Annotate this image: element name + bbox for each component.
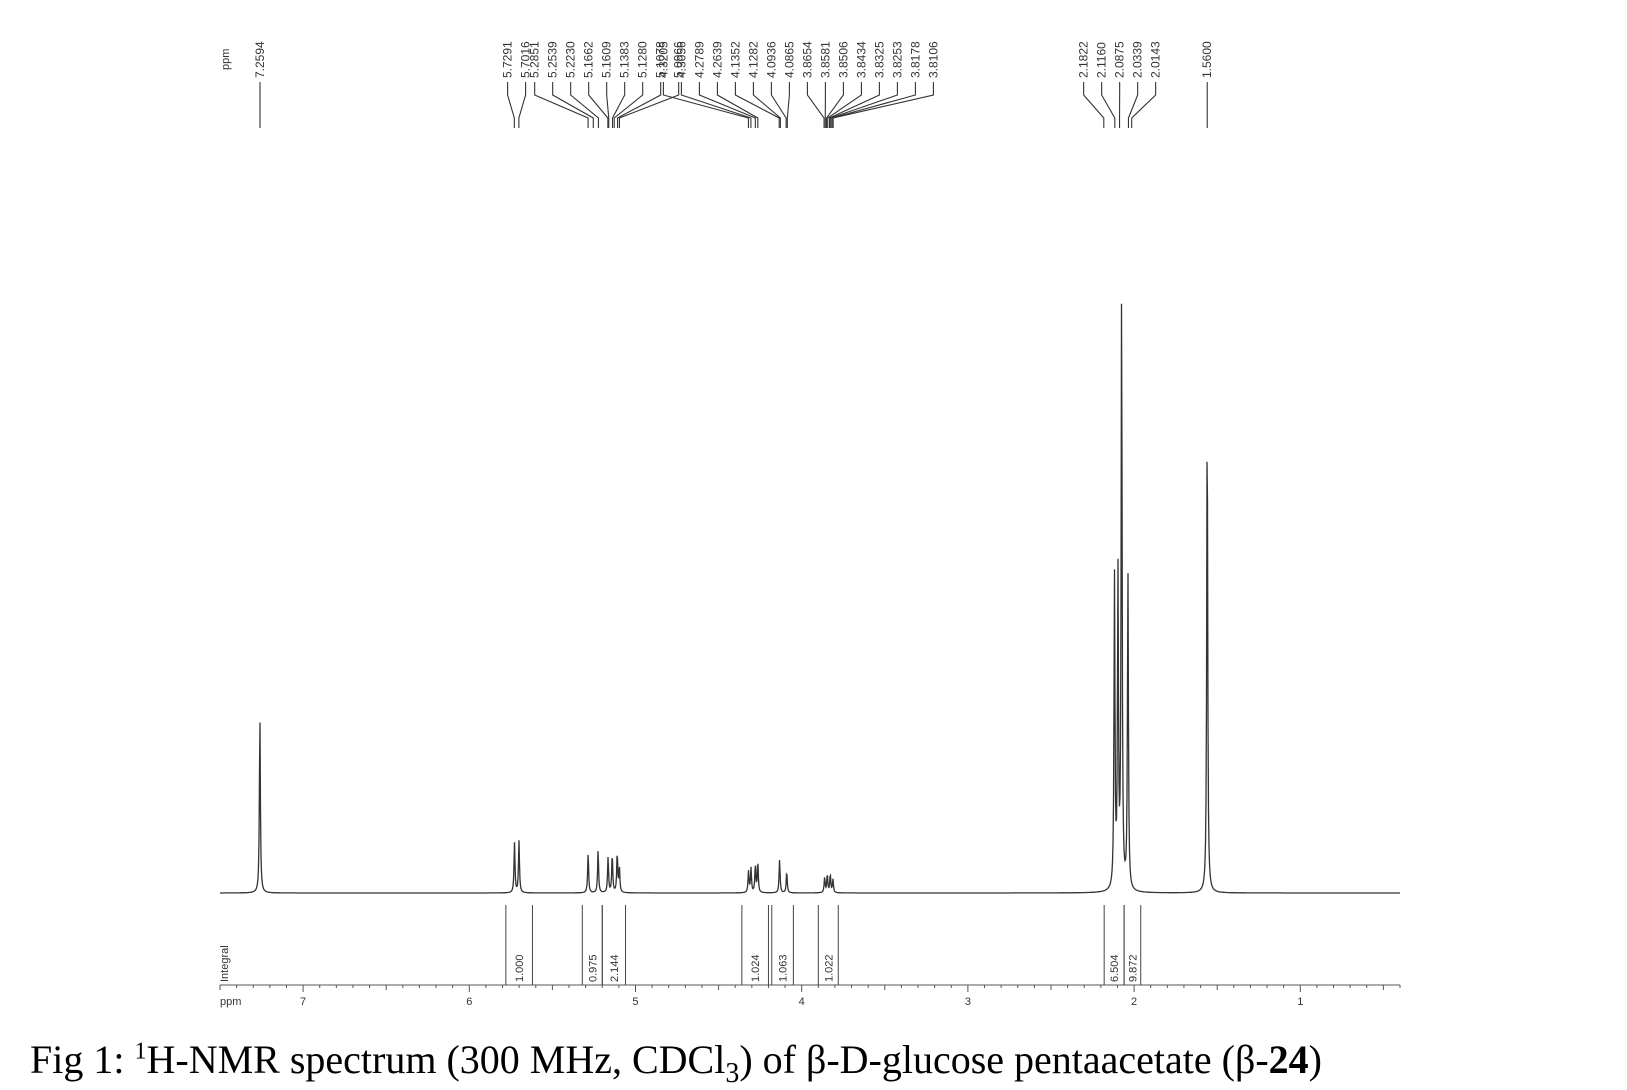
peak-label-connector: [507, 82, 515, 128]
peak-label-connector: [534, 82, 589, 128]
peak-label-connector: [1083, 82, 1105, 128]
peak-label: 5.1609: [600, 41, 614, 78]
caption-suffix: ): [1308, 1037, 1322, 1082]
peak-label-connector: [830, 82, 898, 128]
peak-label: 5.7016: [519, 41, 533, 78]
peak-label-connector: [770, 82, 787, 128]
top-axis-unit-label: ppm: [220, 49, 232, 70]
peak-label: 2.0875: [1113, 41, 1127, 78]
caption-middle: ) of β-D-glucose pentaacetate (β-: [739, 1037, 1269, 1082]
peak-label: 4.0865: [782, 41, 796, 78]
peak-label: 4.1282: [746, 41, 760, 78]
peak-label-connector: [662, 82, 749, 128]
x-axis-label: ppm: [220, 996, 241, 1008]
peak-label-connector: [734, 82, 780, 128]
caption-main: H-NMR spectrum (300 MHz, CDCl: [146, 1037, 726, 1082]
peak-label-connector: [698, 82, 756, 128]
peak-label-connector: [570, 82, 599, 128]
peak-label-connector: [617, 82, 662, 128]
peak-label-connector: [1101, 82, 1116, 128]
spectrum-trace: [220, 303, 1400, 894]
integral-value-label: 1.022: [823, 954, 835, 982]
peak-label: 4.3205: [656, 41, 670, 78]
peak-label: 5.2851: [528, 41, 542, 78]
peak-label-connector: [588, 82, 609, 128]
peak-label: 3.8654: [800, 41, 814, 78]
x-axis-tick-label: 5: [632, 996, 638, 1008]
caption-compound-number: 24: [1268, 1037, 1309, 1082]
peak-label-connector: [832, 82, 934, 128]
peak-label-connector: [613, 82, 644, 128]
peak-label-connector: [806, 82, 825, 128]
peak-label: 3.8253: [890, 41, 904, 78]
peak-label: 2.1822: [1077, 41, 1091, 78]
peak-label-connector: [606, 82, 610, 128]
peak-label: 5.1662: [582, 41, 596, 78]
peak-label: 5.2230: [564, 41, 578, 78]
figure-caption: Fig 1: 1H-NMR spectrum (300 MHz, CDCl3) …: [30, 1037, 1322, 1088]
peak-label: 4.2789: [692, 41, 706, 78]
peak-label-connector: [618, 82, 680, 128]
peak-label-connector: [1131, 82, 1157, 128]
peak-label-connector: [831, 82, 916, 128]
peak-label: 3.8506: [836, 41, 850, 78]
peak-label-connector: [716, 82, 759, 128]
peak-label-connector: [786, 82, 790, 128]
peak-label-connector: [752, 82, 781, 128]
x-axis-tick-label: 6: [466, 996, 472, 1008]
integral-value-label: 0.975: [587, 954, 599, 982]
peak-label-connector: [552, 82, 594, 128]
x-axis-tick-label: 3: [965, 996, 971, 1008]
peak-label-connector: [518, 82, 527, 128]
peak-label: 3.8106: [926, 41, 940, 78]
peak-label: 5.1078: [654, 41, 668, 78]
peak-label: 5.1383: [618, 41, 632, 78]
x-axis-tick-label: 1: [1297, 996, 1303, 1008]
peak-label: 2.1160: [1095, 42, 1109, 78]
peak-label-connector: [825, 82, 844, 128]
integral-value-label: 6.504: [1109, 954, 1121, 982]
integral-regions: 1.000 0.975 2.144 1.024 1.063 1.022 6.504 9.872: [220, 905, 1400, 986]
x-axis-tick-label: 2: [1131, 996, 1137, 1008]
integral-value-label: 1.000: [514, 954, 526, 982]
peak-label: 4.0936: [764, 41, 778, 78]
peak-label: 4.3056: [674, 41, 688, 78]
integral-value-label: 1.024: [750, 954, 762, 982]
x-axis-tick-label: 7: [300, 996, 306, 1008]
peak-label: 7.2594: [253, 41, 267, 78]
integral-axis-label: Integral: [219, 945, 231, 982]
peak-label-connector: [611, 82, 626, 128]
caption-subscript: 3: [725, 1058, 740, 1089]
peak-label-connector: [1127, 82, 1139, 128]
peak-label: 2.0143: [1149, 41, 1163, 78]
caption-superscript: 1: [134, 1038, 147, 1065]
peak-label: 4.2639: [710, 41, 724, 78]
peak-label: 3.8434: [854, 41, 868, 78]
integral-value-label: 1.063: [778, 954, 790, 982]
integral-value-label: 2.144: [609, 954, 621, 982]
peak-label: 5.2539: [546, 41, 560, 78]
peak-label-connector: [828, 82, 880, 128]
x-axis: 7 6 5 4 3 2 1: [219, 985, 1401, 1008]
peak-label: 1.5600: [1200, 41, 1214, 78]
x-axis-tick-label: 4: [799, 996, 805, 1008]
peak-label: 5.0966: [672, 41, 686, 78]
peak-label: 5.7291: [501, 41, 515, 78]
peak-label: 3.8325: [872, 41, 886, 78]
peak-label-connector: [680, 82, 752, 128]
peak-label: 2.0339: [1131, 41, 1145, 78]
caption-prefix: Fig 1:: [30, 1037, 135, 1082]
peak-label-connector: [827, 82, 862, 128]
peak-label: 3.8178: [908, 41, 922, 78]
peak-label: 3.8581: [818, 41, 832, 78]
integral-value-label: 9.872: [1127, 954, 1139, 982]
peak-label: 5.1280: [636, 41, 650, 78]
peak-label: 4.1352: [728, 41, 742, 78]
